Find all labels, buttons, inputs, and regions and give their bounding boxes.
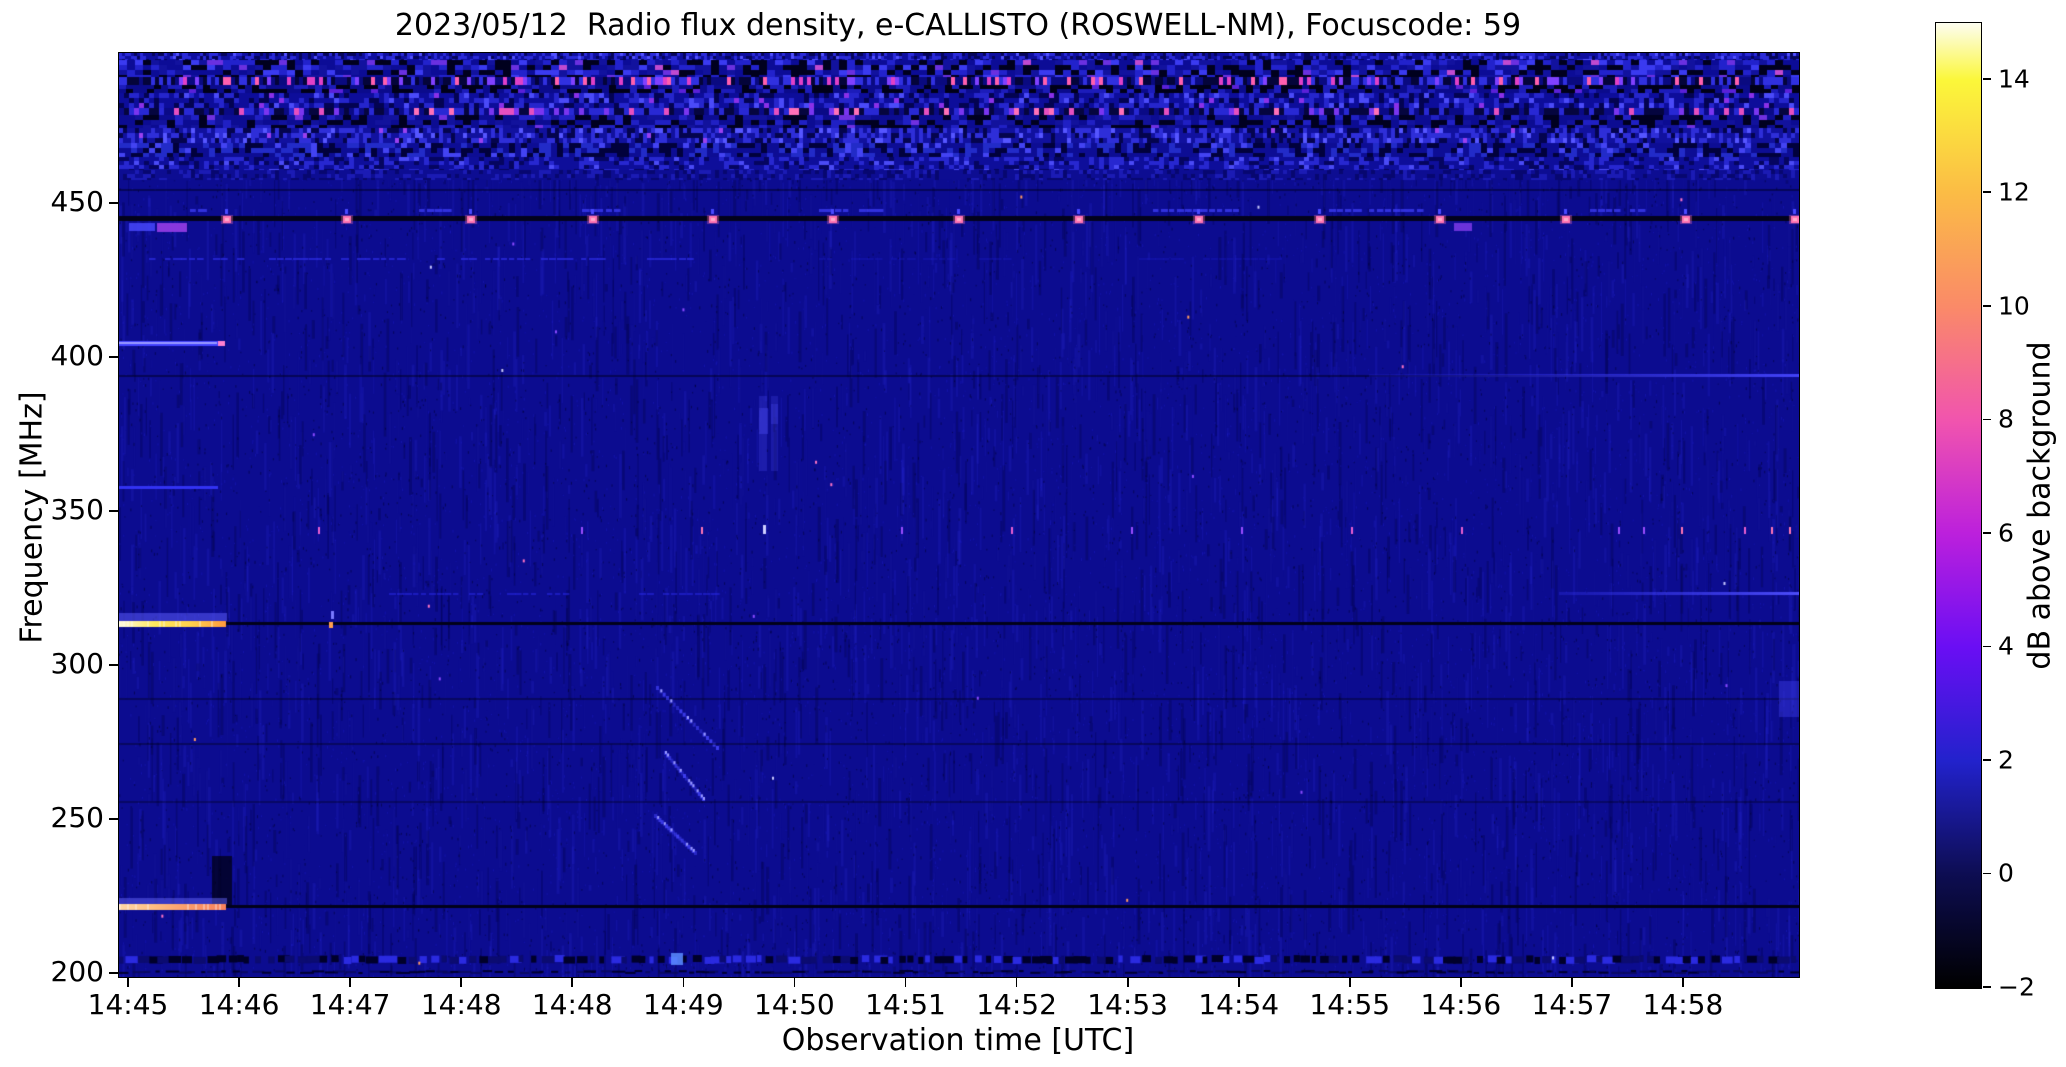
colorbar-tick-mark (1983, 759, 1991, 761)
colorbar-tick-label: 14 (1998, 64, 2030, 94)
x-tick-mark (1571, 978, 1573, 987)
x-tick-label: 14:49 (642, 988, 724, 1021)
colorbar-tick-label: 8 (1998, 404, 2014, 434)
y-tick-mark (109, 972, 118, 974)
x-tick-mark (571, 978, 574, 987)
y-tick-label: 200 (50, 954, 104, 988)
chart-title: 2023/05/12 Radio flux density, e-CALLIST… (394, 8, 1522, 43)
colorbar-tick-label: −2 (1998, 972, 2035, 1002)
x-tick-label: 14:56 (1420, 988, 1502, 1021)
colorbar-tick-mark (1983, 305, 1991, 307)
colorbar-tick-mark (1983, 872, 1991, 875)
x-tick-mark (1682, 978, 1684, 987)
x-tick-mark (349, 978, 352, 987)
colorbar-tick-label: 4 (1998, 631, 2014, 661)
x-tick-label: 14:53 (1087, 988, 1168, 1021)
x-tick-label: 14:58 (1642, 988, 1724, 1021)
x-tick-label: 14:48 (420, 988, 502, 1021)
colorbar-tick-mark (1983, 986, 1991, 988)
colorbar-tick-label: 2 (1998, 745, 2014, 775)
x-tick-mark (682, 978, 685, 987)
y-tick-label: 250 (50, 800, 104, 834)
plot-area (118, 52, 1800, 978)
x-tick-mark (1348, 978, 1351, 987)
spectrogram-heatmap (119, 53, 1799, 977)
colorbar-label: dB above background (2022, 341, 2058, 670)
x-tick-mark (238, 978, 240, 987)
x-tick-label: 14:46 (198, 988, 280, 1021)
x-tick-mark (460, 978, 463, 987)
x-tick-mark (904, 978, 907, 987)
colorbar-tick-label: 0 (1998, 858, 2014, 888)
x-axis-label: Observation time [UTC] (781, 1023, 1135, 1058)
x-tick-mark (1126, 978, 1129, 987)
colorbar-tick-mark (1983, 645, 1991, 648)
y-tick-mark (109, 818, 118, 820)
x-tick-mark (1460, 978, 1462, 987)
colorbar (1935, 22, 1982, 989)
colorbar-tick-mark (1983, 77, 1991, 80)
y-tick-label: 450 (50, 184, 104, 218)
x-tick-mark (1015, 978, 1018, 987)
y-tick-mark (109, 356, 118, 358)
colorbar-tick-mark (1983, 418, 1991, 421)
x-tick-label: 14:57 (1531, 988, 1613, 1021)
x-tick-label: 14:52 (976, 988, 1057, 1021)
colorbar-tick-mark (1983, 532, 1991, 534)
x-tick-label: 14:55 (1309, 988, 1391, 1021)
x-tick-label: 14:50 (754, 988, 835, 1021)
x-tick-label: 14:54 (1198, 988, 1280, 1021)
colorbar-tick-label: 12 (1998, 177, 2030, 207)
x-tick-mark (127, 978, 129, 987)
y-tick-label: 400 (50, 338, 104, 372)
y-axis-label: Frequency [MHz] (14, 391, 50, 644)
y-tick-label: 350 (50, 492, 104, 526)
y-tick-label: 300 (50, 646, 104, 680)
colorbar-tick-mark (1983, 191, 1991, 194)
x-tick-label: 14:47 (309, 988, 391, 1021)
x-tick-label: 14:51 (865, 988, 946, 1021)
x-tick-mark (793, 978, 796, 987)
y-tick-mark (109, 202, 118, 204)
x-tick-label: 14:48 (531, 988, 613, 1021)
x-tick-mark (1237, 978, 1240, 987)
y-tick-mark (109, 664, 118, 666)
x-tick-label: 14:45 (87, 988, 169, 1021)
y-tick-mark (109, 510, 118, 512)
colorbar-tick-label: 6 (1998, 518, 2014, 548)
colorbar-tick-label: 10 (1998, 291, 2030, 321)
